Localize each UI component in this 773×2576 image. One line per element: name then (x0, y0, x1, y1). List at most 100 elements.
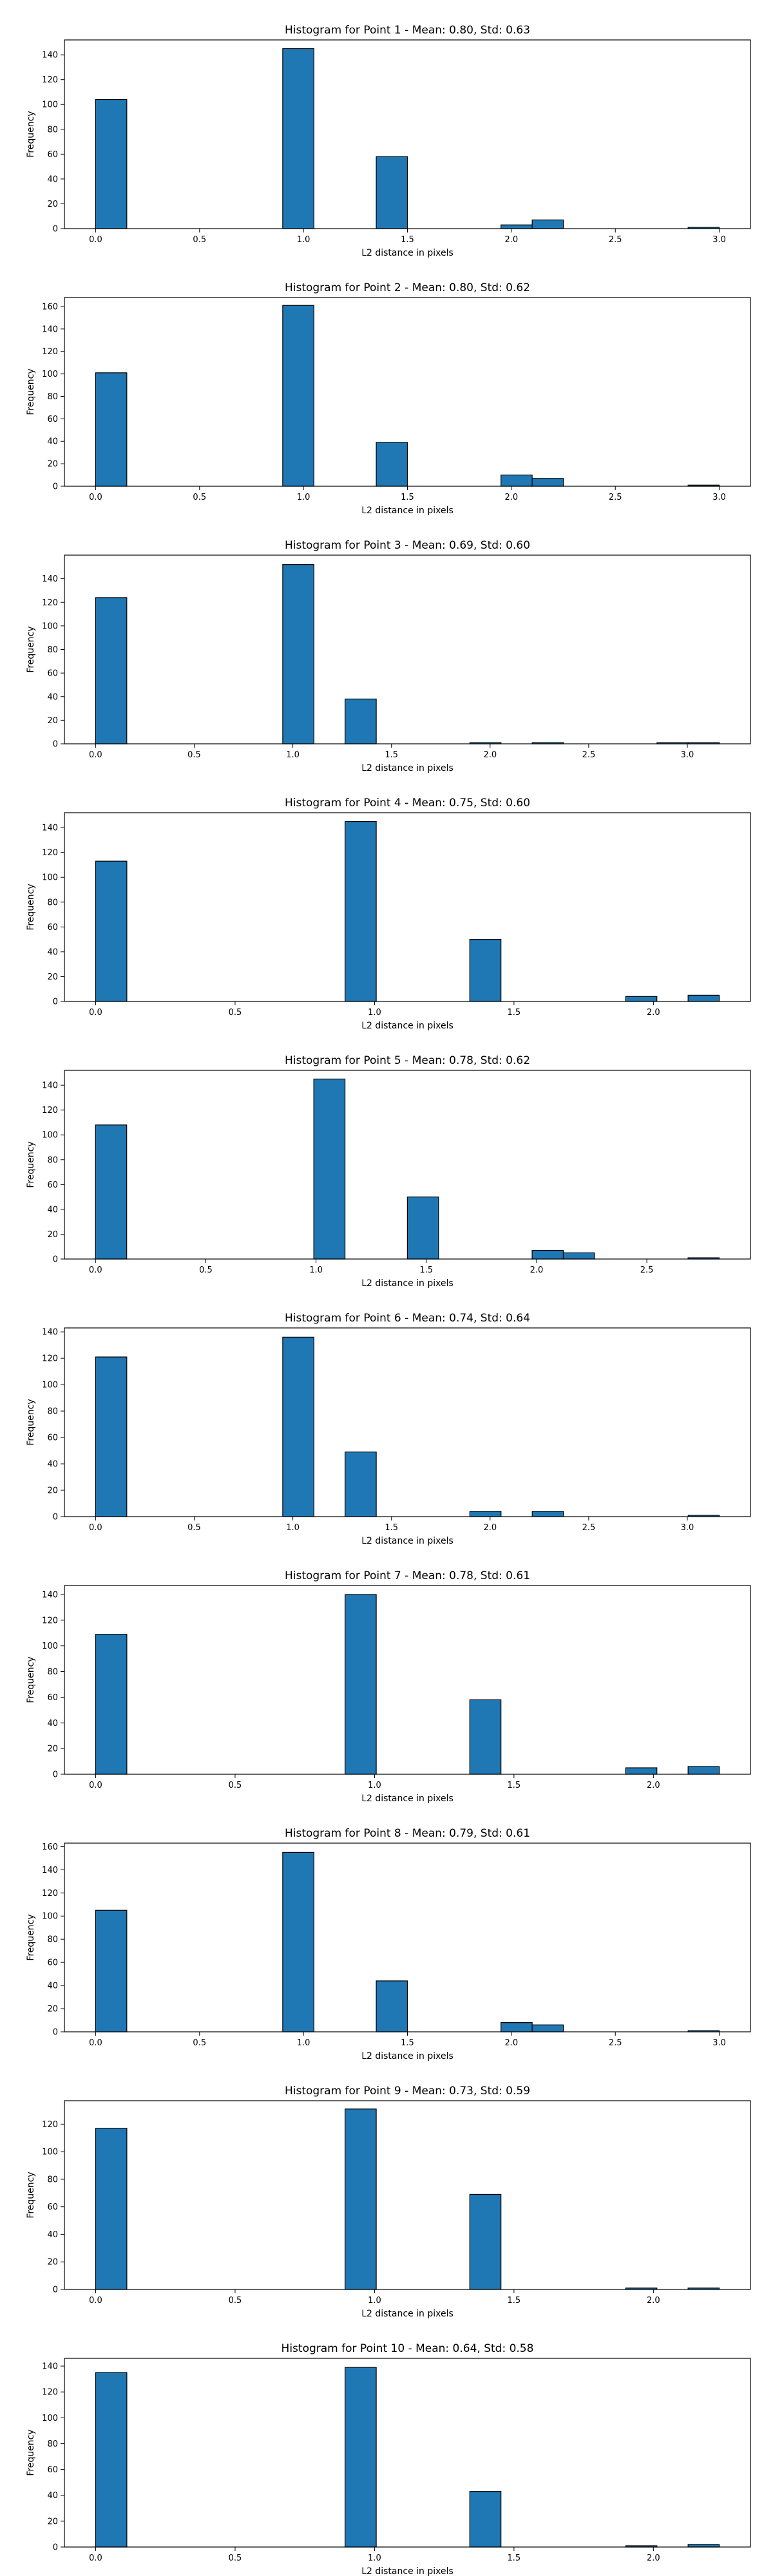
y-tick-label: 80 (47, 1155, 58, 1165)
y-tick-label: 0 (53, 1255, 58, 1265)
y-tick-label: 40 (47, 1719, 58, 1728)
histogram-bar (469, 1699, 502, 1775)
histogram-chart-6: Histogram for Point 6 - Mean: 0.74, Std:… (26, 1312, 751, 1546)
x-tick-label: 3.0 (712, 235, 726, 245)
x-axis-label: L2 distance in pixels (361, 1536, 453, 1546)
x-tick-label: 0.5 (229, 2553, 242, 2563)
x-axis-label: L2 distance in pixels (361, 248, 453, 258)
histogram-bar (95, 2372, 128, 2548)
histogram-bar (469, 2193, 502, 2290)
y-tick-label: 40 (47, 1205, 58, 1215)
y-tick-label: 100 (42, 1381, 58, 1390)
x-tick-label: 1.5 (508, 2296, 521, 2306)
histogram-chart-10: Histogram for Point 10 - Mean: 0.64, Std… (26, 2342, 751, 2576)
x-tick-label: 0.5 (187, 750, 201, 760)
chart-title: Histogram for Point 7 - Mean: 0.78, Std:… (285, 1569, 530, 1582)
histogram-bar (406, 1197, 439, 1260)
histogram-bar (625, 996, 658, 1002)
histogram-bar (376, 156, 408, 229)
y-tick-label: 60 (47, 923, 58, 933)
histogram-bar (531, 1249, 564, 1260)
y-tick-label: 0 (53, 2286, 58, 2295)
x-tick-label: 1.0 (297, 235, 310, 245)
plot-frame (64, 1585, 751, 1775)
histogram-chart-7: Histogram for Point 7 - Mean: 0.78, Std:… (26, 1569, 751, 1803)
histogram-bar (531, 219, 564, 229)
y-tick-label: 120 (42, 347, 58, 357)
histogram-bar (469, 1511, 502, 1517)
histogram-bar (687, 2544, 720, 2548)
chart-title: Histogram for Point 8 - Mean: 0.79, Std:… (285, 1827, 530, 1840)
x-tick-label: 1.5 (508, 1781, 521, 1790)
y-tick-label: 60 (47, 150, 58, 160)
y-axis-label: Frequency (26, 2172, 36, 2218)
x-tick-label: 0.0 (89, 2038, 102, 2048)
y-tick-label: 40 (47, 437, 58, 447)
y-axis-label: Frequency (26, 626, 36, 672)
x-tick-label: 2.0 (530, 1265, 544, 1275)
y-tick-label: 80 (47, 898, 58, 907)
x-tick-label: 1.0 (368, 1008, 381, 1018)
y-tick-label: 20 (47, 1486, 58, 1496)
histogram-bar (562, 1252, 595, 1260)
y-tick-label: 120 (42, 1106, 58, 1115)
y-tick-label: 20 (47, 460, 58, 469)
chart-title: Histogram for Point 6 - Mean: 0.74, Std:… (285, 1312, 530, 1325)
histogram-bar (345, 820, 377, 1002)
y-tick-label: 60 (47, 2465, 58, 2475)
x-tick-label: 2.5 (582, 1523, 596, 1533)
y-tick-label: 100 (42, 2148, 58, 2157)
y-tick-label: 40 (47, 692, 58, 702)
plot-frame (64, 1070, 751, 1260)
y-tick-label: 60 (47, 1434, 58, 1443)
y-tick-label: 100 (42, 100, 58, 110)
y-tick-label: 0 (53, 998, 58, 1007)
x-tick-label: 2.0 (483, 1523, 497, 1533)
y-tick-label: 40 (47, 2230, 58, 2240)
x-tick-label: 0.0 (89, 235, 102, 245)
y-axis-label: Frequency (26, 368, 36, 415)
y-tick-label: 120 (42, 848, 58, 858)
x-tick-label: 0.0 (89, 2296, 102, 2306)
x-tick-label: 3.0 (712, 2038, 726, 2048)
y-tick-label: 40 (47, 1982, 58, 1991)
y-tick-label: 80 (47, 2439, 58, 2449)
histogram-bar (345, 2108, 377, 2290)
histogram-bar (95, 2128, 128, 2290)
x-tick-label: 1.5 (401, 235, 414, 245)
histogram-bar (376, 442, 408, 487)
histogram-bar (345, 698, 377, 744)
x-tick-label: 0.0 (89, 2553, 102, 2563)
y-tick-label: 140 (42, 1328, 58, 1338)
histogram-bar (531, 1511, 564, 1517)
histogram-chart-9: Histogram for Point 9 - Mean: 0.73, Std:… (26, 2085, 751, 2318)
x-tick-label: 1.5 (508, 2553, 521, 2563)
plot-frame (64, 812, 751, 1002)
histogram-bar (282, 564, 314, 744)
y-tick-label: 120 (42, 75, 58, 85)
y-tick-label: 20 (47, 2258, 58, 2268)
histogram-bar (95, 1634, 128, 1775)
x-tick-label: 2.5 (609, 235, 622, 245)
histogram-bar (95, 99, 128, 229)
y-tick-label: 80 (47, 2175, 58, 2184)
y-tick-label: 140 (42, 1866, 58, 1875)
y-tick-label: 20 (47, 716, 58, 726)
histogram-chart-2: Histogram for Point 2 - Mean: 0.80, Std:… (26, 281, 751, 515)
y-tick-label: 40 (47, 175, 58, 184)
y-tick-label: 100 (42, 1131, 58, 1141)
y-tick-label: 100 (42, 621, 58, 631)
histogram-chart-3: Histogram for Point 3 - Mean: 0.69, Std:… (26, 539, 751, 773)
x-tick-label: 2.5 (640, 1265, 654, 1275)
y-tick-label: 0 (53, 482, 58, 492)
x-axis-label: L2 distance in pixels (361, 763, 453, 773)
histogram-bar (687, 1766, 720, 1775)
y-tick-label: 80 (47, 125, 58, 135)
histogram-bar (282, 1852, 314, 2032)
x-tick-label: 0.0 (89, 493, 102, 502)
x-tick-label: 2.0 (505, 235, 519, 245)
chart-title: Histogram for Point 5 - Mean: 0.78, Std:… (285, 1054, 530, 1067)
x-tick-label: 0.5 (229, 1008, 242, 1018)
y-tick-label: 40 (47, 947, 58, 957)
